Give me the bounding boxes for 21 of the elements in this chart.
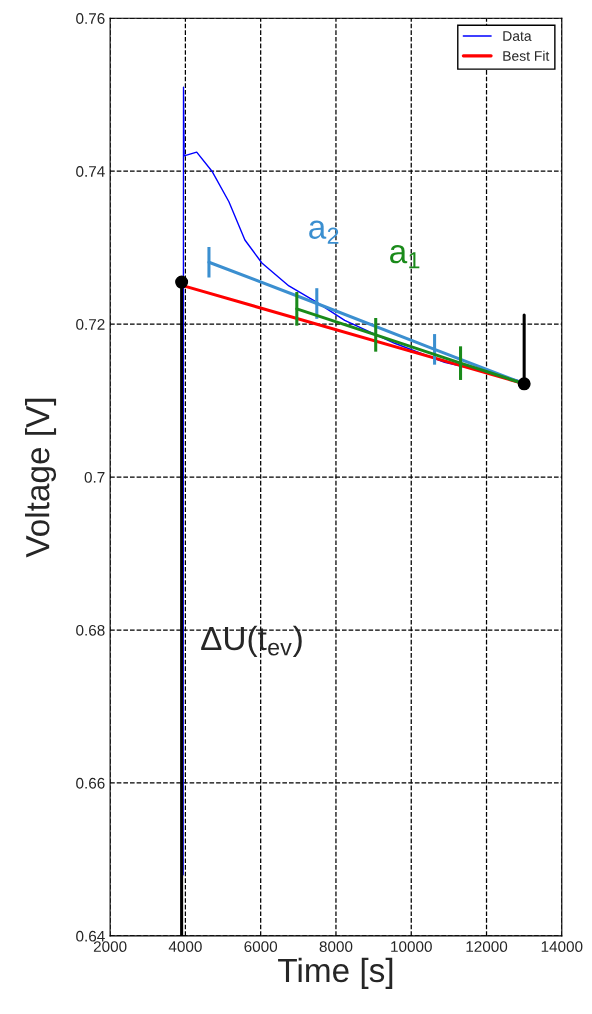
text: a$_{1}$	[390, 245, 420, 269]
y-tick-label: 0.76	[76, 13, 105, 24]
x-tick-label: 12000	[466, 941, 508, 953]
y-tick-label: 0.68	[76, 624, 105, 636]
legend-label: Data	[503, 31, 532, 41]
x-tick-label: 14000	[541, 941, 583, 953]
x-tick-label: 8000	[319, 941, 353, 953]
y-tick-label: 0.74	[76, 166, 105, 177]
y-tick-label: 0.72	[76, 319, 105, 330]
y-axis-title: Voltage [V]	[25, 398, 57, 558]
legend-label: Best Fit	[503, 50, 550, 61]
x-tick-label: 4000	[168, 941, 202, 953]
x-tick-label: 10000	[391, 941, 432, 953]
series-label: a$_{2}$	[309, 220, 339, 244]
y-tick-label: 0.7	[84, 471, 105, 483]
x-tick-label: 6000	[244, 941, 278, 953]
x-tick-label: 2000	[93, 941, 127, 953]
annotation: ΔU(t$_{ev}$)	[201, 625, 302, 657]
x-axis-title: Time [s]	[278, 957, 393, 989]
y-tick-label: 0.64	[76, 930, 105, 942]
y-tick-label: 0.66	[76, 777, 105, 789]
